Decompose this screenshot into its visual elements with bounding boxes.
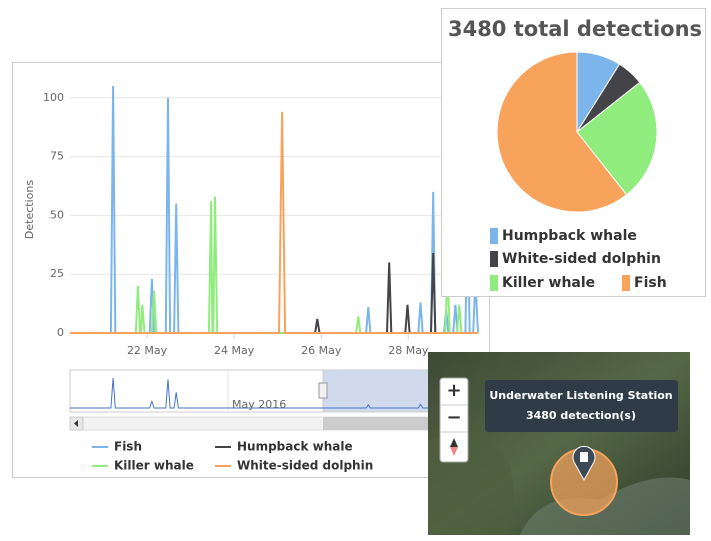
x-tick-label: 24 May [214, 344, 255, 357]
tooltip [485, 380, 678, 432]
screenshot: 0 25 50 75 100 22 May 24 May 26 May 28 May Detect… [0, 0, 711, 537]
y-tick-label: 100 [43, 91, 64, 104]
navigator-handle[interactable] [319, 383, 327, 398]
legend-symbol[interactable] [490, 228, 498, 244]
map: Underwater Listening Station 3480 detect… [428, 352, 690, 535]
legend-label[interactable]: Killer whale [502, 275, 595, 291]
zoom-in[interactable]: + [446, 380, 461, 401]
tooltip-text: 3480 detection(s) [526, 409, 636, 422]
tooltip-title: Underwater Listening Station [489, 389, 672, 402]
legend-label[interactable]: White-sided dolphin [502, 251, 661, 267]
legend-symbol[interactable] [622, 275, 630, 291]
zoom-out[interactable]: − [446, 407, 461, 428]
y-tick-label: 25 [50, 267, 64, 280]
navigator-label: May 2016 [232, 398, 286, 411]
y-tick-label: 75 [50, 150, 64, 163]
legend-label[interactable]: Humpback whale [237, 440, 353, 454]
legend-label[interactable]: Killer whale [114, 459, 194, 473]
x-tick-label: 22 May [127, 344, 168, 357]
y-tick-label: 50 [50, 208, 64, 221]
legend-label[interactable]: Fish [114, 440, 142, 454]
x-tick-label: 26 May [301, 344, 342, 357]
y-axis-title: Detections [23, 180, 36, 239]
legend-label[interactable]: White-sided dolphin [237, 459, 373, 473]
y-tick-label: 0 [57, 326, 64, 339]
chart-title: 3480 total detections [448, 17, 702, 41]
legend-symbol[interactable] [490, 275, 498, 291]
pin-icon [580, 452, 588, 462]
line-panel [13, 63, 490, 478]
legend-symbol[interactable] [490, 251, 498, 267]
legend-label[interactable]: Humpback whale [502, 228, 637, 244]
legend-label[interactable]: Fish [634, 275, 667, 291]
x-tick-label: 28 May [388, 344, 429, 357]
